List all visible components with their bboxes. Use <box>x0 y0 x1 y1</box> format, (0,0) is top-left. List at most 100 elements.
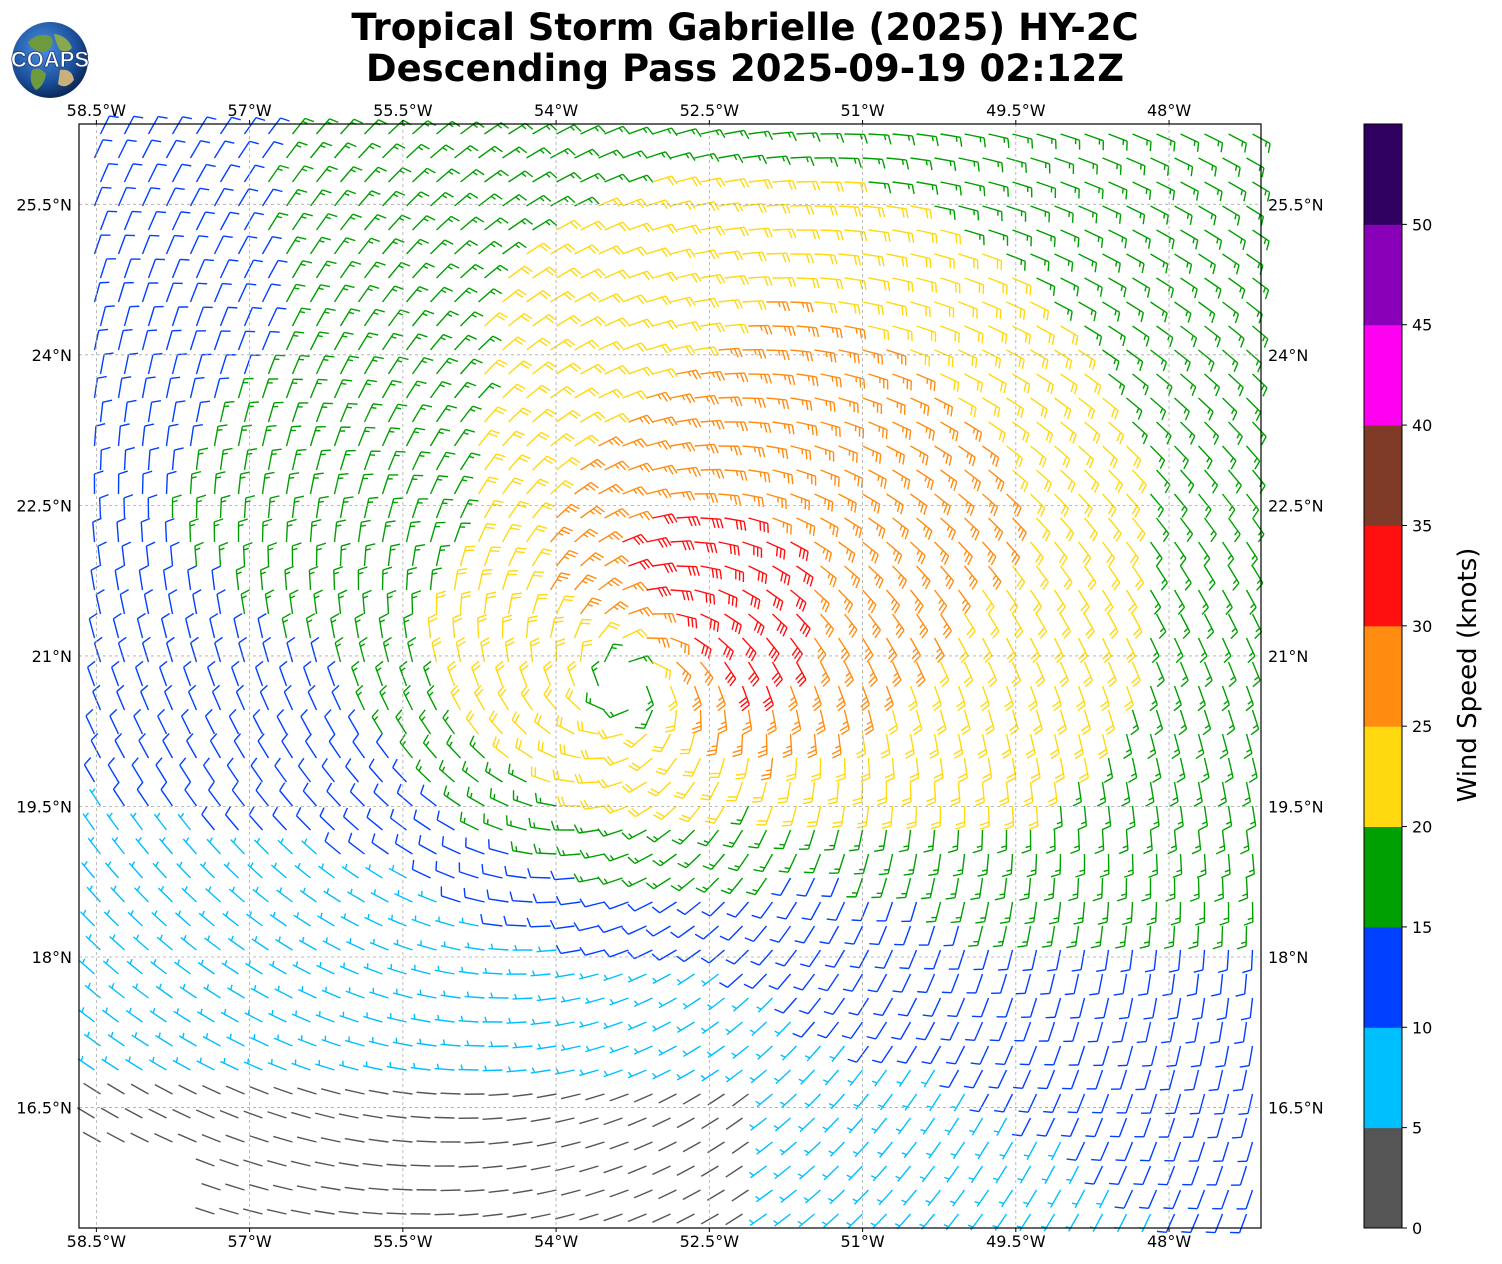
wind-barb <box>603 853 629 862</box>
wind-barb <box>884 757 895 783</box>
wind-barb <box>1102 445 1118 469</box>
wind-barb <box>760 757 774 781</box>
wind-barb <box>804 1093 821 1109</box>
wind-barb <box>916 325 937 342</box>
wind-barb <box>373 783 389 807</box>
wind-barb <box>154 1083 173 1095</box>
wind-barb <box>652 612 677 623</box>
wind-barb <box>979 805 990 830</box>
wind-barb <box>320 1137 341 1143</box>
wind-barb <box>1107 517 1122 542</box>
wind-barb <box>951 1093 966 1112</box>
wind-barb <box>224 806 240 831</box>
wind-barb <box>1196 853 1207 879</box>
wind-barb <box>1078 397 1096 420</box>
wind-barb <box>820 373 842 388</box>
wind-barb <box>117 234 135 255</box>
wind-barb <box>821 1213 839 1228</box>
wind-barb <box>453 475 474 495</box>
wind-barb <box>647 781 671 797</box>
wind-barb <box>99 305 115 327</box>
wind-barb <box>525 570 544 591</box>
wind-barb <box>117 376 132 399</box>
wind-barb <box>228 708 240 735</box>
wind-barb <box>525 478 549 495</box>
wind-barb <box>886 493 904 515</box>
wind-barb <box>550 290 576 303</box>
wind-barb <box>1075 853 1086 878</box>
wind-barb <box>598 197 624 208</box>
wind-barb <box>488 1093 509 1097</box>
wind-barb <box>454 287 478 303</box>
wind-barb <box>160 612 170 639</box>
wind-barb <box>877 1093 894 1111</box>
wind-barb <box>585 692 605 711</box>
wind-barb <box>1060 421 1077 444</box>
wind-barb <box>1089 1213 1104 1232</box>
wind-barb <box>1138 1213 1152 1233</box>
wind-barb <box>179 983 197 999</box>
wind-barb <box>141 636 151 663</box>
wind-barb <box>357 426 376 447</box>
wind-barb <box>436 810 455 831</box>
wind-barb <box>580 316 606 327</box>
wind-barb <box>512 993 533 1000</box>
wind-barb <box>488 943 509 951</box>
wind-barb <box>838 349 860 364</box>
wind-barb <box>117 470 128 495</box>
wind-barb <box>87 836 102 855</box>
wind-barb <box>828 1141 845 1157</box>
wind-barb <box>1047 1189 1062 1208</box>
wind-barb <box>827 1189 845 1205</box>
wind-barb <box>387 543 401 567</box>
wind-barb <box>1059 565 1073 591</box>
wind-barb <box>769 925 792 943</box>
wind-barb <box>416 1038 437 1047</box>
wind-barb <box>838 589 854 614</box>
wind-barb <box>483 546 501 567</box>
wind-barb <box>536 994 557 1002</box>
wind-barb <box>991 973 1008 995</box>
wind-barb <box>899 949 918 970</box>
wind-barb <box>219 164 241 183</box>
wind-barb <box>97 541 107 567</box>
wind-barb <box>1078 253 1098 273</box>
wind-barb <box>386 1114 407 1119</box>
wind-barb <box>189 423 204 447</box>
wind-barb <box>974 781 985 807</box>
wind-barb <box>172 1108 191 1119</box>
wind-barb <box>724 469 748 481</box>
wind-barb <box>998 1189 1014 1208</box>
wind-barb <box>93 423 106 447</box>
wind-barb <box>112 781 126 807</box>
wind-barb <box>964 277 985 295</box>
wind-barb <box>823 997 846 1016</box>
wind-barb <box>295 806 311 831</box>
wind-barb <box>933 757 944 783</box>
wind-barb <box>652 973 671 985</box>
wind-barb <box>225 1183 245 1191</box>
wind-barb <box>1237 1141 1254 1163</box>
wind-barb <box>458 1165 479 1168</box>
wind-barb <box>508 265 533 279</box>
wind-barb <box>512 1141 533 1146</box>
wind-barb <box>1066 925 1080 949</box>
wind-barb <box>910 349 930 367</box>
wind-barb <box>579 1021 599 1028</box>
wind-barb <box>842 973 864 992</box>
wind-barb <box>609 1093 629 1102</box>
wind-barb <box>554 1213 575 1220</box>
wind-barb <box>796 517 816 536</box>
wind-barb <box>512 1042 533 1049</box>
wind-barb <box>195 353 212 375</box>
wind-barb <box>677 853 701 869</box>
wind-barb <box>1176 757 1186 784</box>
lon-tick-label-top: 57°W <box>228 101 272 120</box>
wind-barb <box>525 524 548 543</box>
wind-barb <box>844 133 868 144</box>
wind-barb <box>670 540 695 551</box>
wind-barb <box>407 636 417 663</box>
map-frame <box>78 123 1262 1229</box>
wind-barb <box>532 893 557 904</box>
wind-barb <box>1230 1213 1248 1234</box>
